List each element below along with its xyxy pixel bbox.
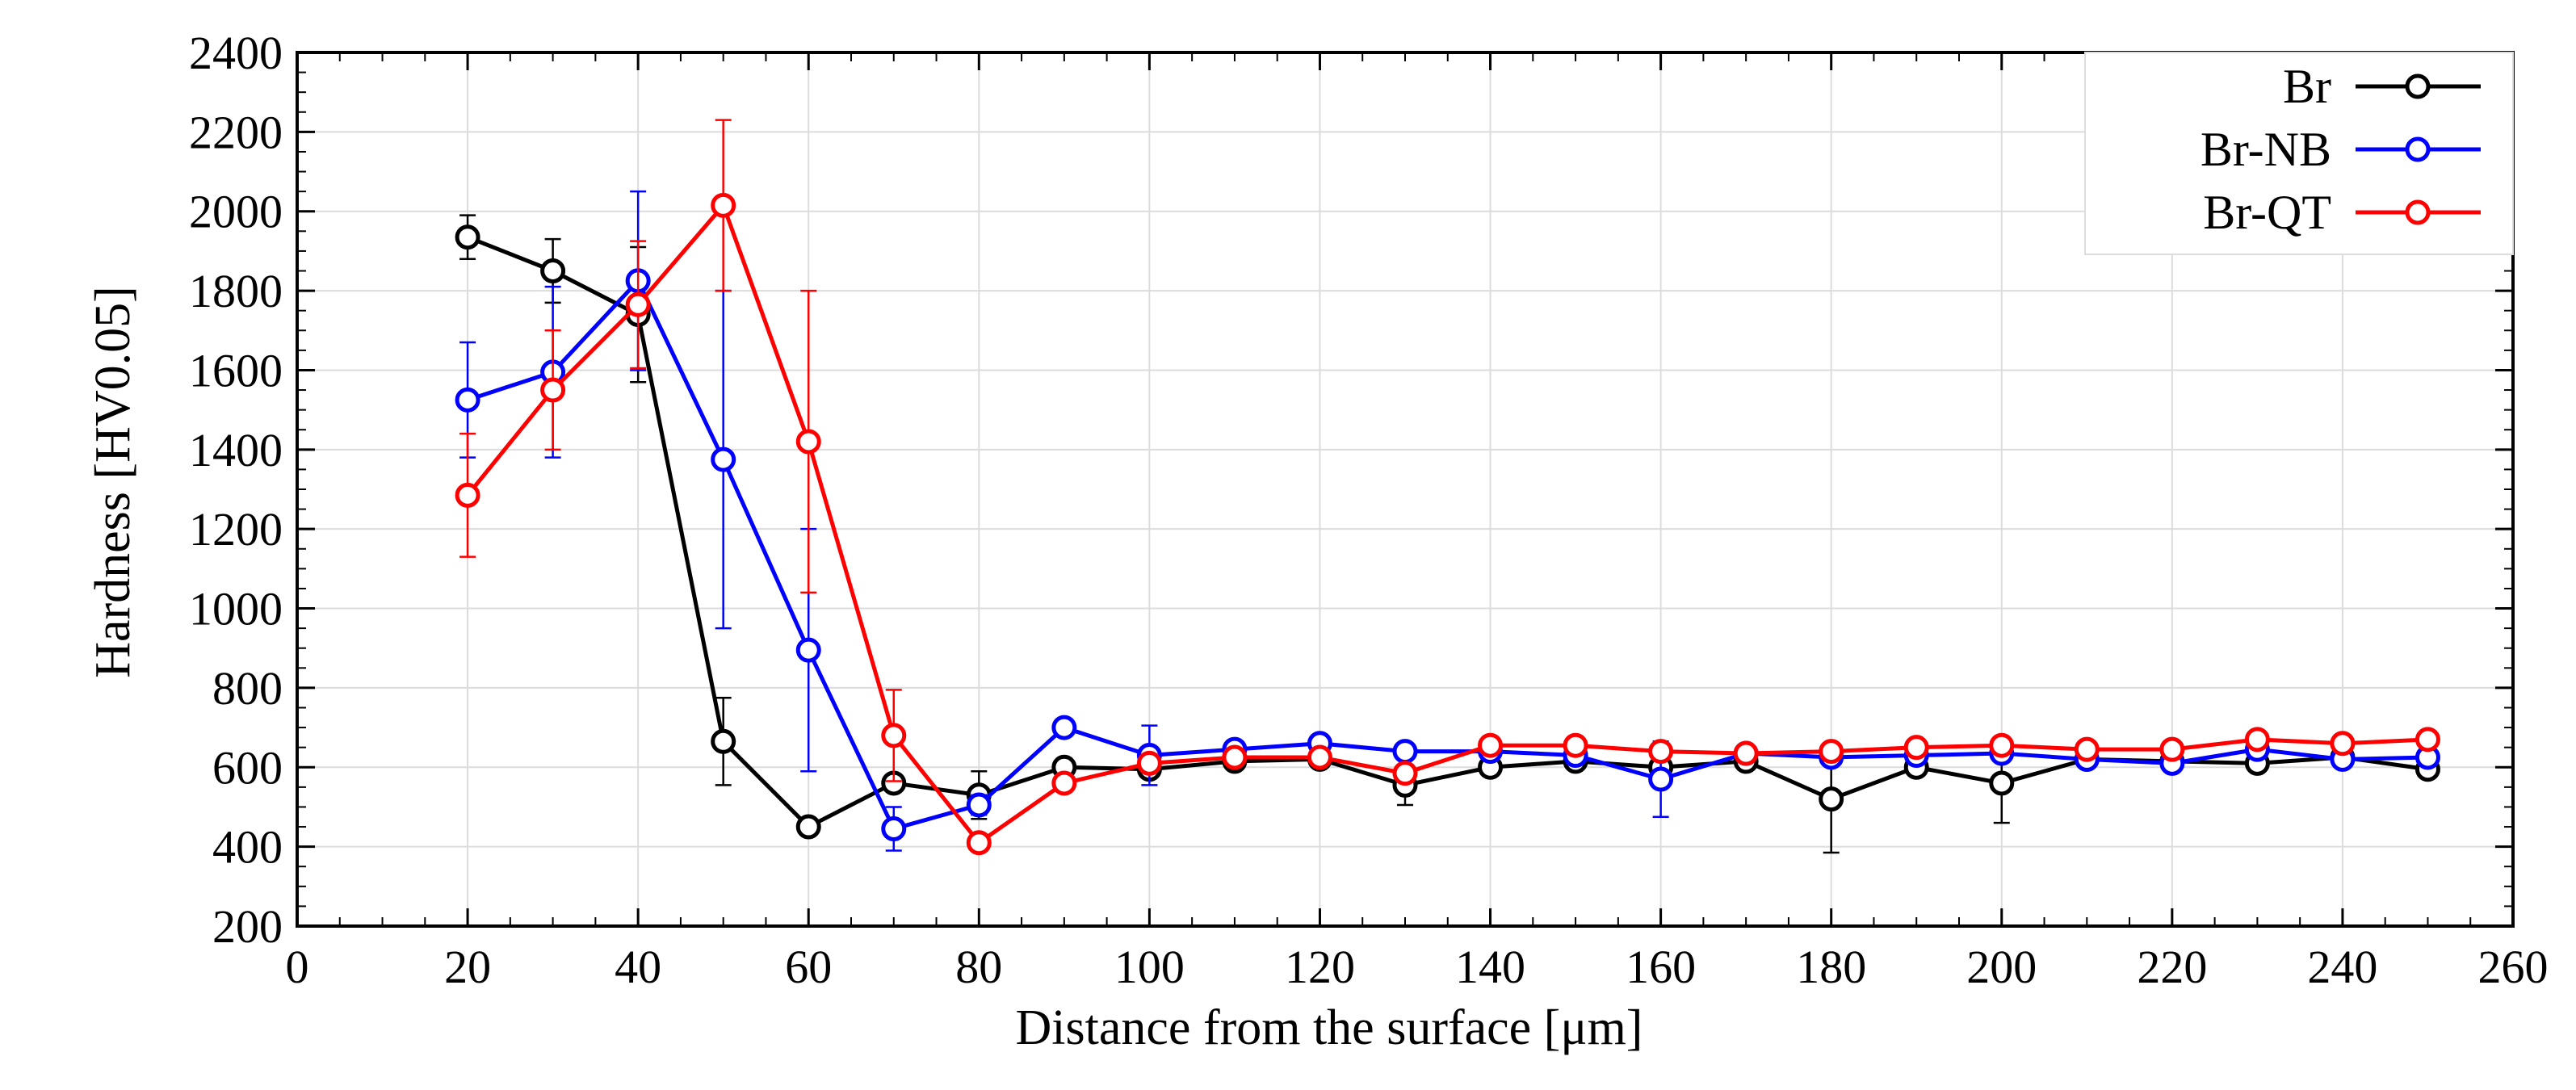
- data-point-br-qt: [2074, 736, 2100, 762]
- data-point-br-qt: [795, 429, 821, 455]
- legend-label-br-qt: Br-QT: [2203, 186, 2331, 239]
- series-line-br-qt: [466, 203, 2428, 845]
- y-tick-label: 400: [212, 821, 283, 874]
- y-tick-label: 800: [212, 662, 283, 715]
- data-point-br: [540, 258, 566, 283]
- data-point-br-qt: [1051, 770, 1077, 796]
- y-tick-label: 1200: [189, 503, 283, 555]
- x-tick-label: 180: [1796, 941, 1866, 993]
- x-tick-label: 60: [785, 941, 832, 993]
- data-point-br-nb: [966, 792, 992, 818]
- data-point-br-qt: [1222, 744, 1248, 770]
- data-point-br-nb: [455, 387, 480, 413]
- y-tick-label: 600: [212, 741, 283, 794]
- x-tick-label: 120: [1285, 941, 1355, 993]
- data-point-br-qt: [1989, 732, 2015, 758]
- legend-label-br-nb: Br-NB: [2201, 123, 2331, 176]
- series-line-br-nb: [467, 279, 2428, 832]
- y-tick-label: 2200: [189, 106, 283, 158]
- x-tick-label: 100: [1114, 941, 1185, 993]
- legend-marker-br-nb: [2405, 136, 2431, 162]
- y-tick-label: 1400: [189, 424, 283, 476]
- data-point-br-nb: [1648, 766, 1674, 792]
- data-point-br-qt: [625, 291, 651, 317]
- data-point-br-qt: [455, 482, 480, 508]
- data-point-br-qt: [1392, 761, 1418, 786]
- legend-marker-br-qt: [2405, 199, 2431, 225]
- data-point-br-nb: [1051, 715, 1077, 740]
- data-point-br-qt: [2159, 736, 2185, 762]
- y-tick-label: 1800: [189, 265, 283, 317]
- data-point-br-qt: [1903, 735, 1929, 761]
- legend-marker-br: [2405, 73, 2431, 99]
- x-tick-label: 20: [444, 941, 491, 993]
- data-point-br-qt: [881, 723, 907, 748]
- series-br-qt: [455, 119, 2440, 856]
- x-tick-label: 40: [615, 941, 661, 993]
- data-point-br-qt: [2244, 727, 2270, 753]
- x-tick-label: 0: [286, 941, 309, 993]
- y-tick-label: 2000: [189, 186, 283, 238]
- x-tick-label: 160: [1626, 941, 1696, 993]
- x-tick-label: 80: [955, 941, 1002, 993]
- data-point-br-qt: [540, 377, 566, 403]
- y-tick-label: 1600: [189, 344, 283, 396]
- data-point-br-nb: [881, 816, 907, 842]
- legend-label-br: Br: [2283, 60, 2331, 113]
- data-point-br: [1819, 786, 1844, 812]
- data-point-br-qt: [1733, 740, 1759, 766]
- x-tick-label: 220: [2137, 941, 2207, 993]
- data-point-br: [1989, 770, 2015, 796]
- data-point-br-qt: [2330, 731, 2356, 757]
- data-point-br-qt: [1563, 732, 1588, 758]
- legend: Br Br-NB Br-QT: [2084, 52, 2514, 255]
- x-tick-label: 200: [1966, 941, 2037, 993]
- y-axis-title: Hardness [HV0.05]: [86, 286, 141, 678]
- data-point-br-nb: [711, 446, 736, 472]
- x-tick-label: 240: [2307, 941, 2377, 993]
- data-point-br-nb: [795, 637, 821, 663]
- data-point-br-qt: [711, 192, 736, 218]
- data-point-br-qt: [1478, 732, 1504, 758]
- series-br: [455, 214, 2440, 854]
- data-point-br-qt: [1819, 739, 1844, 765]
- y-tick-label: 2400: [189, 27, 283, 79]
- data-point-br: [455, 224, 480, 250]
- data-point-br-qt: [1307, 744, 1332, 770]
- x-tick-label: 140: [1455, 941, 1525, 993]
- y-tick-label: 200: [212, 900, 283, 953]
- x-tick-label: 260: [2478, 941, 2549, 993]
- series-layer: [455, 119, 2440, 856]
- data-point-br: [795, 814, 821, 840]
- tick-layer: 0 20 40 60 80 100 120 140 160 180 200 220 240 260 200 4…: [189, 27, 2549, 993]
- series-line-br: [467, 235, 2428, 829]
- data-point-br-qt: [1648, 739, 1674, 765]
- data-point-br-qt: [1136, 750, 1162, 776]
- data-point-br-qt: [966, 830, 992, 856]
- y-tick-label: 1000: [189, 583, 283, 635]
- data-point-br-qt: [2414, 727, 2440, 753]
- data-point-br-nb: [1392, 739, 1418, 765]
- x-axis-title: Distance from the surface [μm]: [1016, 1000, 1643, 1055]
- data-point-br: [711, 728, 736, 754]
